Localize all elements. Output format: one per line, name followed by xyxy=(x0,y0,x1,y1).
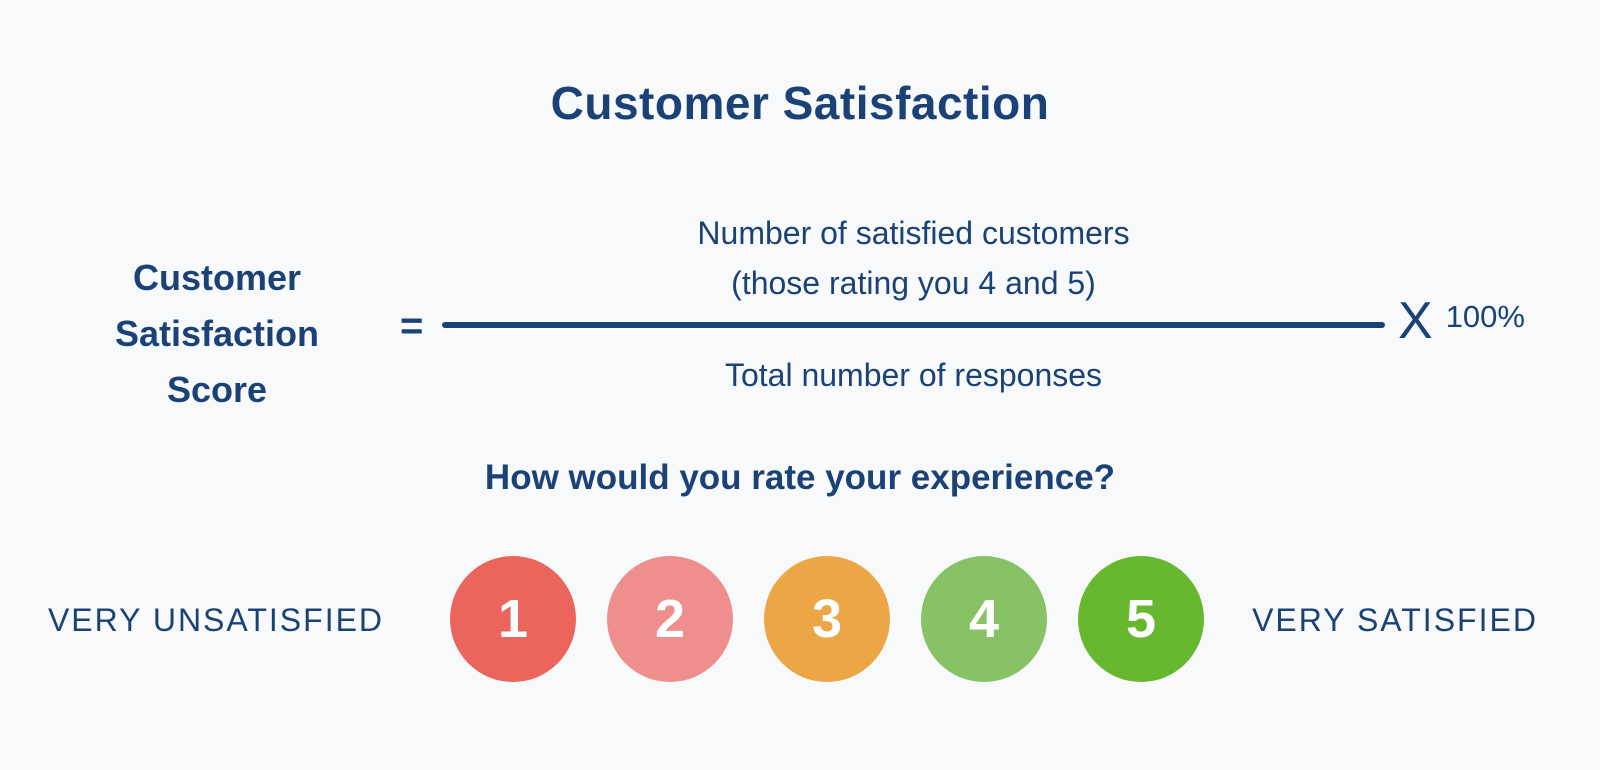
rating-option-4[interactable]: 4 xyxy=(921,556,1047,682)
page-title: Customer Satisfaction xyxy=(550,77,1050,129)
fraction-bar xyxy=(442,322,1385,328)
formula-label: Customer Satisfaction Score xyxy=(114,257,320,410)
scale-min-label: VERY UNSATISFIED xyxy=(47,602,385,638)
rating-option-1[interactable]: 1 xyxy=(450,556,576,682)
rating-option-5[interactable]: 5 xyxy=(1078,556,1204,682)
denominator: Total number of responses xyxy=(724,357,1103,393)
multiplier-value: 100% xyxy=(1445,299,1525,334)
csat-fraction: Number of satisfied customers (those rat… xyxy=(442,208,1385,400)
multiplier: X 100% xyxy=(1398,292,1525,350)
rating-scale: 1 2 3 4 5 xyxy=(450,556,1204,682)
scale-max-label: VERY SATISFIED xyxy=(1252,602,1538,638)
multiply-symbol: X xyxy=(1398,292,1433,350)
rating-option-3[interactable]: 3 xyxy=(764,556,890,682)
equals-sign: = xyxy=(400,304,424,348)
rating-option-2[interactable]: 2 xyxy=(607,556,733,682)
survey-question: How would you rate your experience? xyxy=(484,458,1116,497)
numerator-line-1: Number of satisfied customers xyxy=(697,215,1130,251)
numerator-line-2: (those rating you 4 and 5) xyxy=(731,265,1096,301)
